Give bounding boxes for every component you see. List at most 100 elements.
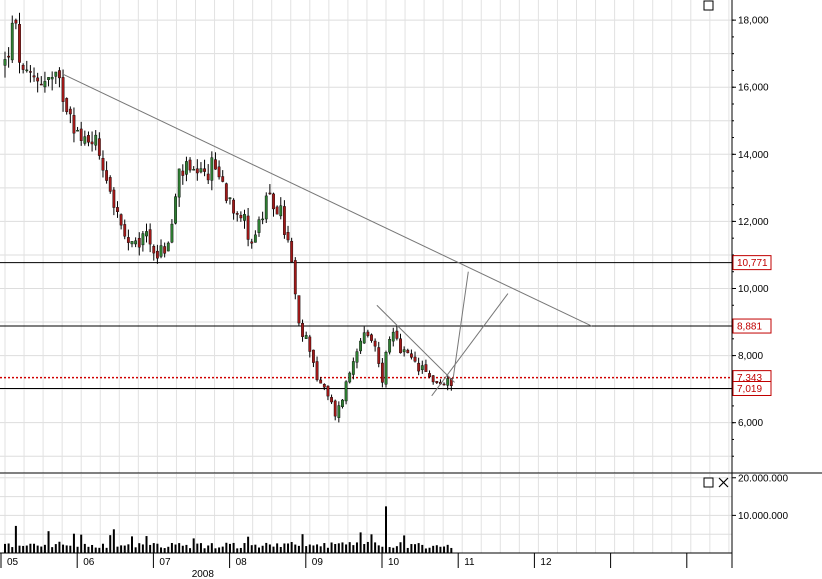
volume-tick-label: 20.000.000: [738, 473, 788, 484]
trendline[interactable]: [431, 293, 509, 397]
volume-bar: [14, 525, 17, 553]
volume-bar: [170, 543, 173, 553]
candle-body: [36, 77, 40, 82]
trendline[interactable]: [452, 271, 469, 380]
candle-body: [326, 385, 330, 397]
x-year-label: 2008: [192, 569, 215, 579]
candle-body: [319, 379, 323, 384]
candle-body: [54, 71, 58, 77]
candle-body: [58, 70, 61, 79]
volume-bar: [326, 547, 329, 553]
volume-bar: [330, 542, 333, 553]
candle-body: [253, 234, 257, 243]
volume-bar: [276, 543, 279, 553]
maximize-volume-pane-icon[interactable]: [703, 477, 714, 488]
candle-body: [155, 250, 159, 259]
candle-body: [239, 214, 243, 219]
horizontal-levels: [0, 262, 732, 389]
volume-bar: [51, 547, 54, 553]
volume-bar: [417, 543, 420, 553]
candle-body: [199, 168, 203, 173]
level-value-label: 8,881: [737, 322, 762, 333]
candle-body: [268, 192, 272, 195]
candle-body: [283, 206, 286, 235]
candle-body: [192, 169, 196, 171]
candle-body: [286, 232, 290, 241]
grid-lines: [0, 0, 732, 553]
candle-body: [351, 361, 355, 375]
volume-bar: [341, 542, 344, 553]
price-candles: [3, 12, 453, 423]
candle-body: [43, 81, 47, 88]
volume-bar: [316, 544, 319, 553]
volume-bar: [370, 534, 373, 553]
candle-body: [10, 22, 14, 61]
volume-bar: [58, 541, 61, 553]
volume-bar: [185, 544, 188, 553]
volume-bar: [134, 547, 137, 553]
volume-tick-label: 10.000.000: [738, 511, 788, 522]
volume-bar: [207, 545, 210, 553]
candle-body: [272, 193, 275, 210]
volume-bar: [446, 544, 449, 553]
candle-body: [315, 361, 319, 381]
level-value-box: [732, 255, 772, 271]
volume-bar: [160, 547, 163, 553]
volume-bar: [65, 545, 68, 553]
candle-body: [402, 349, 406, 353]
candle-body: [279, 205, 283, 217]
volume-bar: [62, 544, 65, 553]
y-tick-label: 14,000: [738, 150, 769, 161]
candle-body: [134, 240, 138, 245]
close-volume-pane-icon[interactable]: [718, 477, 729, 488]
volume-bars: [4, 506, 453, 553]
volume-bar: [450, 547, 453, 553]
candle-body: [97, 138, 101, 156]
candle-body: [384, 352, 388, 385]
candle-body: [174, 196, 177, 224]
volume-bar: [80, 534, 83, 553]
candle-body: [25, 69, 29, 72]
volume-bar: [69, 545, 72, 553]
axis-labels: 18,000 16,000 14,000 12,000 10,000 8,000 6,000…: [7, 16, 788, 579]
x-tick-label: 10: [388, 557, 400, 568]
level-value-label: 7,343: [737, 373, 762, 384]
maximize-pane-icon[interactable]: [703, 0, 714, 11]
volume-bar: [366, 541, 369, 553]
candle-body: [68, 108, 72, 115]
candle-body: [442, 383, 446, 386]
trendlines: [61, 73, 592, 397]
candle-body: [32, 75, 36, 78]
trendline[interactable]: [61, 73, 592, 327]
volume-bar: [149, 544, 152, 553]
volume-bar: [11, 547, 14, 553]
volume-bar: [428, 547, 431, 553]
volume-bar: [36, 545, 39, 553]
volume-bar: [181, 545, 184, 553]
volume-bar: [250, 545, 253, 553]
volume-bar: [192, 538, 195, 553]
volume-bar: [116, 546, 119, 553]
candle-body: [3, 59, 7, 66]
candle-body: [344, 381, 348, 402]
candle-body: [424, 364, 428, 372]
volume-bar: [381, 546, 384, 553]
volume-bar: [439, 546, 442, 553]
candle-body: [90, 141, 94, 145]
volume-bar: [145, 536, 148, 553]
volume-bar: [29, 543, 32, 553]
volume-bar: [268, 544, 271, 553]
candle-body: [370, 334, 373, 341]
volume-bar: [359, 532, 362, 553]
volume-bar: [109, 535, 112, 553]
candle-body: [446, 378, 450, 386]
volume-bar: [105, 547, 108, 553]
volume-bar: [337, 543, 340, 553]
level-value-label: 7,019: [737, 384, 762, 395]
x-tick-label: 11: [464, 557, 475, 568]
volume-bar: [131, 536, 133, 553]
candle-body: [141, 233, 145, 246]
candle-body: [435, 380, 439, 384]
trendline[interactable]: [376, 304, 455, 383]
volume-bar: [334, 543, 337, 553]
